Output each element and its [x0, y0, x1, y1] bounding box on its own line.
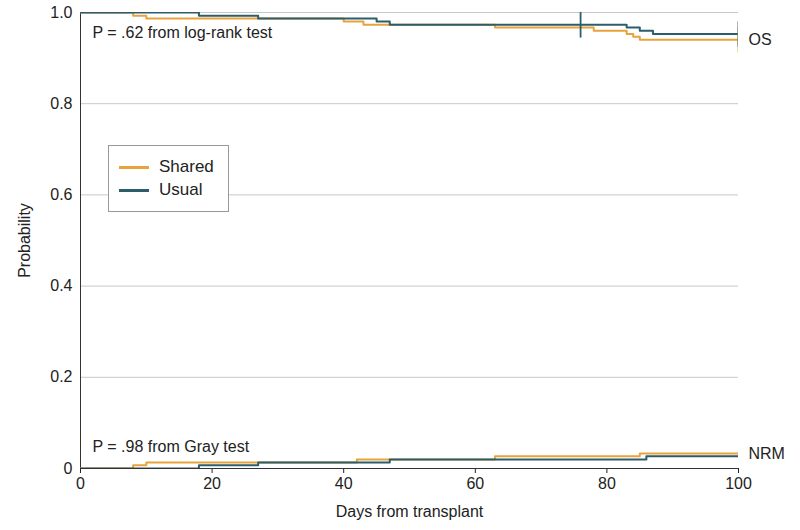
svg-text:Days from transplant: Days from transplant — [336, 503, 484, 520]
svg-text:20: 20 — [203, 475, 221, 492]
svg-text:100: 100 — [725, 475, 752, 492]
svg-text:60: 60 — [466, 475, 484, 492]
svg-text:P = .62 from log-rank test: P = .62 from log-rank test — [93, 24, 273, 41]
svg-text:0: 0 — [64, 460, 73, 477]
svg-text:40: 40 — [335, 475, 353, 492]
svg-text:0.4: 0.4 — [50, 277, 72, 294]
svg-text:0.2: 0.2 — [50, 368, 72, 385]
html-text:Shared: Shared — [159, 157, 214, 176]
html-text:Usual: Usual — [159, 180, 203, 199]
svg-text:0.8: 0.8 — [50, 95, 72, 112]
svg-text:1.0: 1.0 — [50, 4, 72, 21]
svg-text:0.6: 0.6 — [50, 186, 72, 203]
svg-text:OS: OS — [749, 31, 772, 48]
svg-text:NRM: NRM — [749, 445, 785, 462]
svg-text:Probability: Probability — [16, 203, 33, 278]
svg-text:80: 80 — [598, 475, 616, 492]
svg-text:P = .98 from Gray test: P = .98 from Gray test — [93, 438, 250, 455]
svg-text:0: 0 — [76, 475, 85, 492]
